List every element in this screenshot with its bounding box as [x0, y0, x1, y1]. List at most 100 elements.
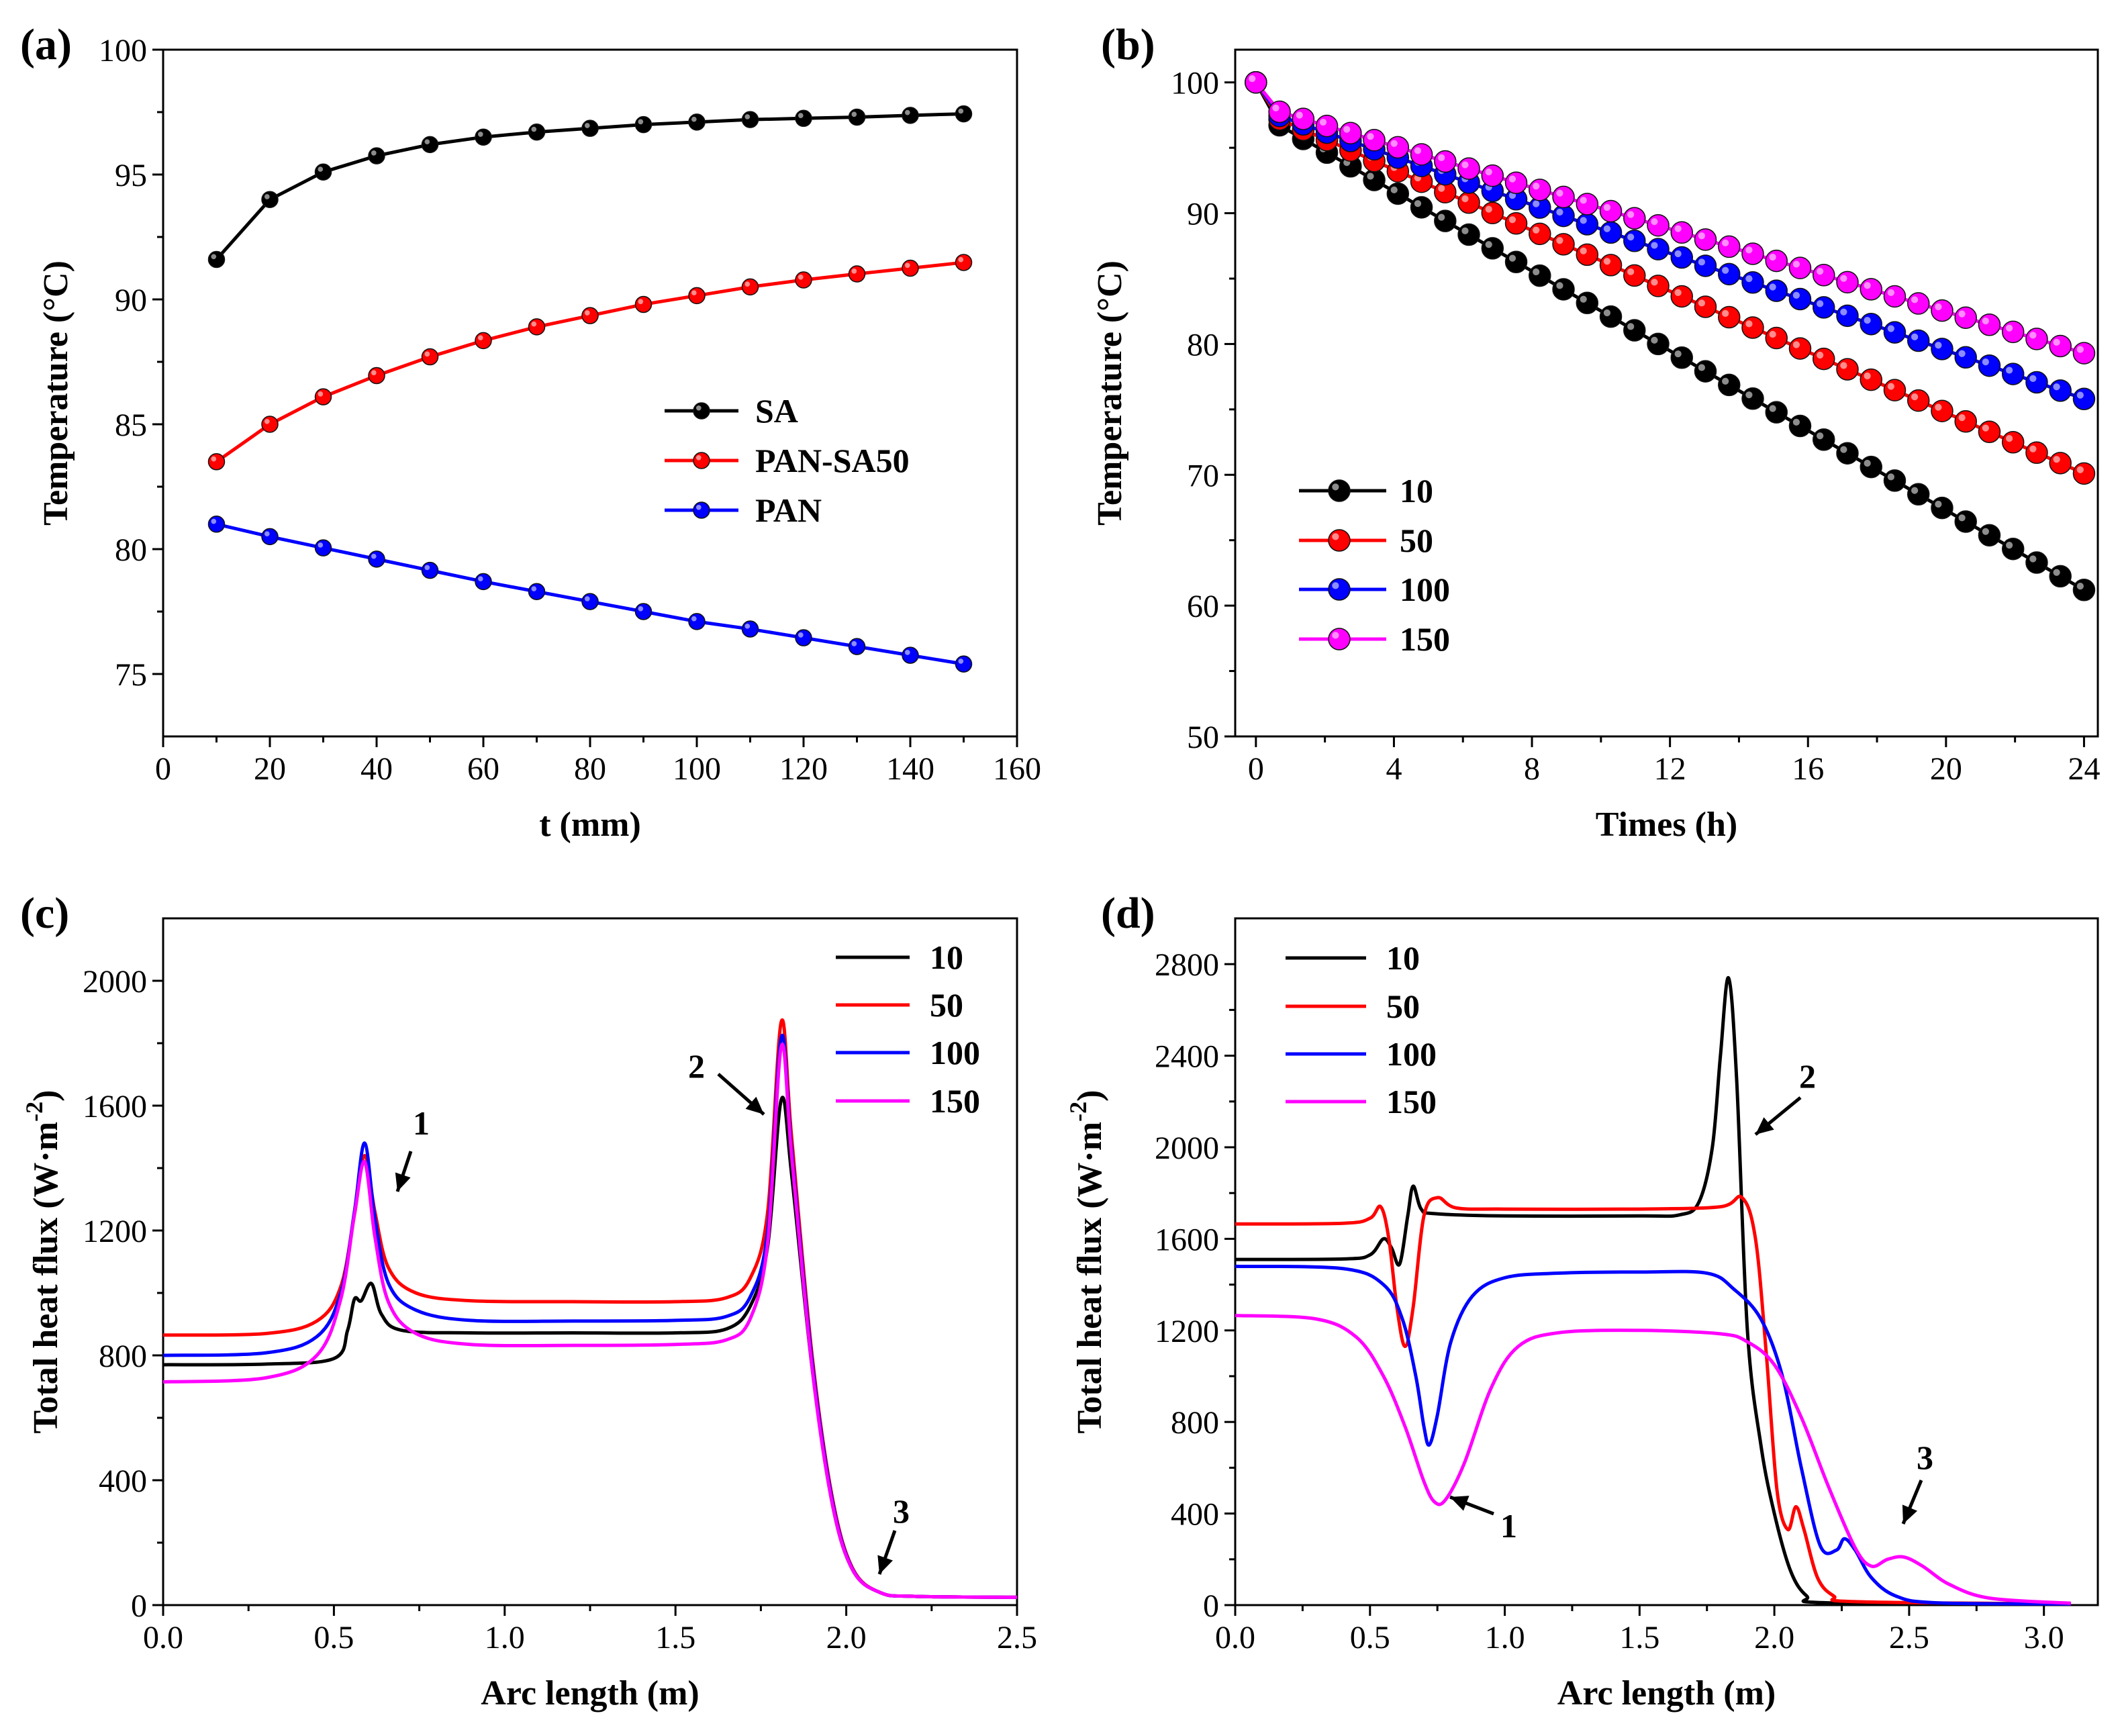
data-point-PAN-SA50 — [261, 416, 279, 433]
data-point-100-highlight — [1674, 250, 1682, 258]
y-tick-label: 90 — [1187, 197, 1219, 232]
data-point-150-highlight — [1911, 296, 1919, 303]
data-point-PAN-SA50-highlight — [211, 456, 217, 462]
data-point-150-highlight — [1627, 211, 1635, 218]
data-point-PAN-SA50 — [741, 278, 759, 296]
data-point-100 — [1883, 321, 1907, 344]
data-point-150 — [2072, 342, 2096, 365]
data-point-150 — [1339, 122, 1362, 144]
data-point-10 — [1978, 524, 2001, 547]
data-point-10-highlight — [2029, 555, 2037, 563]
data-point-100-highlight — [1580, 217, 1587, 224]
data-point-150-highlight — [2005, 324, 2013, 332]
data-point-PAN — [848, 638, 866, 655]
data-point-150 — [1812, 263, 1835, 287]
data-point-150 — [2049, 334, 2072, 358]
data-point-150-highlight — [1982, 318, 1989, 325]
legend-label: 150 — [1400, 620, 1450, 658]
data-point-150 — [1386, 136, 1410, 159]
x-tick-label: 24 — [2068, 751, 2100, 787]
data-point-100 — [1812, 296, 1835, 319]
data-point-PAN — [475, 573, 492, 591]
data-point-10-highlight — [1958, 514, 1966, 522]
data-point-10 — [1504, 250, 1528, 273]
data-point-SA-highlight — [531, 126, 537, 132]
data-point-PAN-SA50-highlight — [851, 269, 857, 274]
data-point-150 — [1434, 150, 1457, 173]
data-point-SA — [421, 136, 439, 154]
y-axis-label-main: Total heat flux (W·m — [27, 1122, 65, 1434]
panel-d: 0.0 0.5 1.0 1.5 2.0 2.5 3.0 0 400 800 1200 1600 2000… — [1065, 889, 2099, 1713]
y-axis-label-close: ) — [27, 1090, 65, 1102]
legend-marker — [1328, 628, 1351, 650]
data-point-150-highlight — [1367, 133, 1374, 140]
x-tick-label: 2.5 — [997, 1620, 1037, 1655]
data-point-PAN-SA50-highlight — [318, 391, 324, 397]
data-point-PAN-SA50 — [795, 271, 812, 289]
legend-label: 150 — [930, 1082, 980, 1120]
data-point-100 — [1931, 338, 1954, 360]
y-tick-label: 70 — [1187, 458, 1219, 493]
data-point-PAN-SA50 — [314, 388, 332, 405]
series-line-150 — [162, 1043, 1018, 1599]
data-point-100-highlight — [1698, 258, 1706, 266]
data-point-PAN-highlight — [531, 586, 537, 591]
data-point-100-highlight — [1840, 308, 1847, 316]
data-point-100 — [1788, 287, 1812, 311]
legend-label: 100 — [1386, 1035, 1437, 1073]
y-tick-label: 1200 — [1155, 1314, 1219, 1349]
legend-label: 10 — [1386, 939, 1420, 977]
data-point-100-highlight — [1556, 208, 1563, 216]
y-tick-label: 0 — [1203, 1588, 1219, 1624]
data-point-PAN-SA50-highlight — [691, 290, 697, 296]
data-point-150-highlight — [2076, 346, 2084, 353]
data-point-PAN — [741, 620, 759, 638]
data-point-100 — [1765, 279, 1788, 302]
data-point-10-highlight — [1840, 446, 1847, 453]
data-point-10 — [1718, 373, 1741, 397]
legend-label: SA — [755, 392, 798, 430]
data-point-150 — [1788, 256, 1812, 279]
legend-marker — [693, 501, 710, 519]
x-tick-label: 4 — [1386, 751, 1402, 787]
y-tick-label: 400 — [1171, 1497, 1219, 1533]
data-point-10-highlight — [1485, 241, 1492, 248]
data-point-150-highlight — [1864, 282, 1871, 289]
y-tick-label: 1200 — [83, 1214, 147, 1249]
legend-marker-highlight — [1332, 533, 1339, 540]
data-point-150-highlight — [1343, 126, 1351, 133]
data-point-PAN — [955, 655, 973, 673]
x-tick-label: 1.0 — [1485, 1620, 1525, 1655]
panel-label: (d) — [1101, 889, 1155, 938]
data-point-SA-highlight — [638, 119, 644, 125]
data-point-PAN-SA50 — [581, 307, 599, 324]
annotation-arrow-head — [395, 1172, 411, 1192]
data-point-PAN-highlight — [958, 659, 964, 664]
y-tick-label: 800 — [99, 1339, 147, 1374]
data-point-10-highlight — [1769, 405, 1776, 412]
data-point-10-highlight — [2053, 569, 2060, 576]
x-tick-label: 2.5 — [1889, 1620, 1929, 1655]
data-point-PAN — [634, 603, 653, 620]
data-point-SA — [475, 128, 492, 146]
data-point-10-highlight — [1887, 473, 1894, 481]
y-tick-label: 90 — [115, 283, 147, 318]
data-point-100 — [1860, 312, 1882, 336]
legend-marker-highlight — [1332, 483, 1339, 491]
data-point-100-highlight — [2005, 367, 2013, 374]
data-point-10 — [1954, 510, 1977, 533]
legend-marker — [1328, 479, 1351, 502]
legend-label: 50 — [1386, 987, 1420, 1025]
data-point-100-highlight — [1533, 200, 1540, 207]
data-point-SA — [207, 250, 226, 269]
legend-marker — [693, 452, 710, 469]
data-point-150-highlight — [1533, 183, 1540, 190]
y-tick-label: 2400 — [1155, 1039, 1219, 1075]
y-tick-label: 800 — [1171, 1405, 1219, 1441]
data-point-150-highlight — [1935, 303, 1942, 311]
data-point-50 — [1765, 326, 1788, 350]
annotation-label: 3 — [1917, 1439, 1933, 1476]
data-point-50 — [1694, 295, 1717, 318]
data-point-150-highlight — [1461, 161, 1469, 168]
x-tick-label: 12 — [1654, 751, 1686, 787]
